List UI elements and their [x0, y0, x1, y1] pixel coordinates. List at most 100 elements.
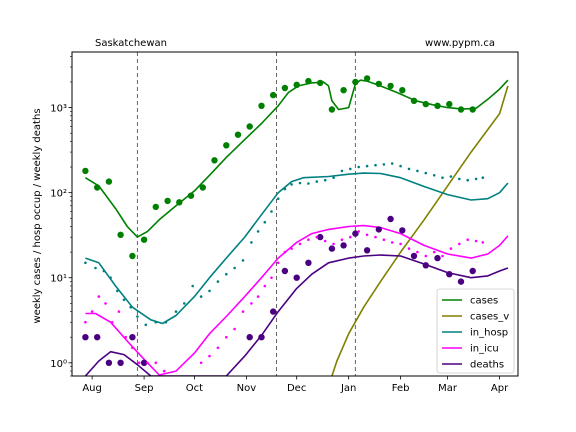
in-icu-obs-point — [365, 233, 369, 237]
deaths-obs-point — [457, 278, 465, 285]
axes-frame — [71, 51, 519, 377]
cases-obs-point — [375, 80, 382, 88]
deaths-obs-point — [270, 308, 277, 315]
deaths-obs-point — [469, 267, 476, 275]
in-hosp-obs-point — [399, 164, 402, 168]
deaths-obs-point — [293, 274, 300, 281]
x-tick-label: Sep — [135, 383, 154, 394]
legend-label: cases_v — [470, 312, 509, 323]
in-icu-obs-point — [390, 241, 394, 244]
in-icu-obs-point — [131, 346, 134, 350]
in-hosp-obs-point — [263, 220, 267, 224]
in-icu-obs-point — [481, 241, 485, 244]
cases-obs-point — [199, 184, 206, 191]
in-hosp-obs-point — [109, 276, 112, 280]
in-icu-obs-point — [298, 242, 302, 246]
in-hosp-obs-point — [416, 169, 419, 173]
in-hosp-obs-point — [365, 164, 369, 168]
deaths-obs-point — [140, 359, 148, 366]
x-tick-label: Dec — [287, 383, 306, 394]
deaths-obs-point — [375, 226, 382, 233]
in-hosp-obs-point — [332, 176, 335, 179]
in-hosp-obs-point — [129, 305, 132, 309]
in-hosp-obs-point — [84, 261, 87, 265]
in-hosp-obs-point — [340, 169, 344, 173]
deaths-obs-point — [117, 359, 124, 366]
y-axis-label: weekly cases / hosp occup / weekly death… — [32, 108, 43, 323]
in-hosp-obs-point — [357, 165, 361, 169]
cases-obs-point — [140, 236, 148, 243]
cases-obs-point — [270, 91, 277, 99]
in-hosp-obs-point — [256, 230, 260, 233]
in-icu-obs-point — [270, 276, 273, 280]
in-hosp-obs-point — [323, 178, 327, 182]
in-icu-obs-point — [283, 250, 287, 254]
cases-obs-point — [105, 178, 113, 185]
in-icu-obs-point — [441, 254, 444, 258]
cases-obs-point — [82, 167, 89, 175]
in-hosp-obs-point — [183, 302, 186, 305]
in-hosp-obs-point — [241, 259, 245, 262]
header-source: www.pypm.ca — [425, 38, 495, 49]
in-hosp-obs-point — [458, 177, 461, 181]
in-icu-obs-point — [97, 295, 101, 298]
legend-label: in_hosp — [470, 328, 508, 339]
cases-obs-point — [129, 252, 136, 260]
in-icu-obs-point — [233, 327, 236, 331]
cases-obs-point — [152, 203, 159, 211]
in-icu-obs-point — [466, 238, 470, 241]
in-icu-obs-point — [84, 320, 87, 324]
in-hosp-obs-point — [233, 266, 236, 270]
in-icu-obs-point — [117, 310, 121, 313]
legend-box — [436, 288, 515, 374]
x-tick-label: Aug — [82, 383, 102, 394]
x-tick-label: Mar — [438, 383, 458, 394]
in-icu-obs-point — [263, 284, 267, 288]
in-icu-obs-point — [407, 247, 411, 250]
cases-obs-point — [422, 100, 429, 108]
in-icu-obs-point — [315, 235, 319, 239]
x-tick-label: Oct — [186, 383, 203, 394]
in-hosp-obs-point — [441, 176, 444, 179]
in-hosp-obs-point — [102, 269, 106, 273]
deaths-obs-point — [281, 267, 289, 275]
in-icu-obs-point — [349, 235, 352, 239]
deaths-obs-point — [82, 334, 89, 341]
in-icu-obs-point — [199, 361, 203, 365]
in-icu-obs-point — [137, 361, 141, 365]
cases-obs-point — [305, 77, 312, 85]
in-hosp-line — [85, 172, 509, 325]
deaths-obs-point — [317, 233, 324, 241]
in-icu-obs-point — [146, 361, 149, 365]
deaths-obs-point — [129, 334, 136, 341]
in-hosp-obs-point — [191, 284, 194, 288]
in-hosp-obs-point — [374, 163, 377, 167]
x-tick-label: Apr — [491, 383, 509, 394]
in-icu-obs-point — [208, 354, 211, 358]
in-hosp-obs-point — [116, 289, 119, 293]
in-hosp-obs-point — [283, 187, 287, 191]
in-hosp-obs-point — [481, 176, 485, 179]
in-hosp-obs-point — [122, 298, 126, 302]
cases-obs-point — [211, 157, 218, 164]
cases-obs-point — [410, 97, 418, 105]
cases-obs-point — [293, 81, 300, 89]
in-hosp-obs-point — [276, 197, 280, 200]
cases-obs-point — [281, 84, 289, 92]
in-hosp-obs-point — [94, 266, 97, 270]
in-hosp-obs-point — [136, 315, 139, 318]
deaths-obs-point — [258, 334, 265, 341]
deaths-obs-point — [246, 334, 253, 341]
cases-obs-point — [328, 106, 336, 113]
legend-label: deaths — [470, 360, 504, 371]
in-hosp-obs-point — [298, 181, 302, 185]
cases-obs-point — [246, 123, 253, 130]
in-hosp-obs-point — [154, 320, 158, 324]
cases-obs-point — [223, 142, 230, 149]
in-icu-obs-point — [399, 242, 402, 246]
cases-obs-point — [340, 87, 347, 94]
in-icu-obs-point — [225, 335, 228, 339]
in-hosp-obs-point — [474, 177, 478, 181]
in-hosp-obs-point — [199, 295, 203, 298]
